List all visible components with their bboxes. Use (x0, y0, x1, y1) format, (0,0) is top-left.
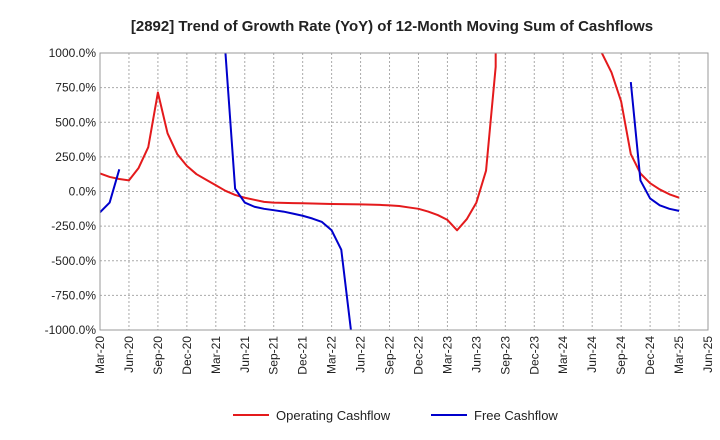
y-tick-label: -500.0% (51, 254, 96, 268)
y-axis: 1000.0% 750.0% 500.0% 250.0% 0.0% -250.0% -500… (45, 46, 97, 337)
x-tick-label: Jun-24 (585, 336, 599, 373)
x-tick-label: Dec-24 (643, 336, 657, 375)
chart-title: [2892] Trend of Growth Rate (YoY) of 12-… (131, 18, 653, 35)
x-tick-label: Jun-23 (469, 336, 483, 373)
x-tick-label: Jun-22 (354, 336, 368, 373)
x-tick-label: Sep-23 (498, 336, 512, 375)
y-tick-label: 250.0% (55, 150, 96, 164)
x-tick-label: Dec-20 (180, 336, 194, 375)
x-tick-label: Mar-25 (672, 336, 686, 374)
series-line-free-cashflow (224, 53, 352, 330)
legend-label: Free Cashflow (474, 408, 558, 423)
legend-label: Operating Cashflow (276, 408, 391, 423)
y-tick-label: 0.0% (69, 185, 97, 199)
series-line-operating-cashflow (100, 53, 497, 232)
x-tick-label: Sep-21 (267, 336, 281, 375)
x-tick-label: Mar-22 (325, 336, 339, 374)
x-tick-label: Mar-21 (209, 336, 223, 374)
x-tick-label: Sep-24 (614, 336, 628, 375)
x-axis: Mar-20 Jun-20 Sep-20 Dec-20 Mar-21 Jun-21 Sep-… (93, 336, 715, 375)
y-tick-label: -750.0% (51, 288, 96, 302)
legend: Operating Cashflow Free Cashflow (233, 408, 558, 423)
y-tick-label: -1000.0% (45, 323, 97, 337)
x-tick-label: Sep-20 (151, 336, 165, 375)
x-tick-label: Jun-25 (701, 336, 715, 373)
y-tick-label: 1000.0% (49, 46, 97, 60)
series-layer (100, 53, 680, 330)
x-tick-label: Jun-20 (122, 336, 136, 373)
x-tick-label: Jun-21 (238, 336, 252, 373)
series-line-free-cashflow (629, 81, 680, 212)
y-tick-label: -250.0% (51, 219, 96, 233)
series-line-free-cashflow (100, 169, 121, 213)
y-tick-label: 500.0% (55, 115, 96, 129)
x-tick-label: Mar-20 (93, 336, 107, 374)
grid (100, 53, 708, 330)
x-tick-label: Dec-23 (527, 336, 541, 375)
y-tick-label: 750.0% (55, 81, 96, 95)
x-tick-label: Dec-21 (296, 336, 310, 375)
plot-frame (99, 52, 709, 331)
x-tick-label: Mar-23 (440, 336, 454, 374)
x-tick-label: Sep-22 (383, 336, 397, 375)
x-tick-label: Mar-24 (556, 336, 570, 374)
x-tick-label: Dec-22 (411, 336, 425, 375)
